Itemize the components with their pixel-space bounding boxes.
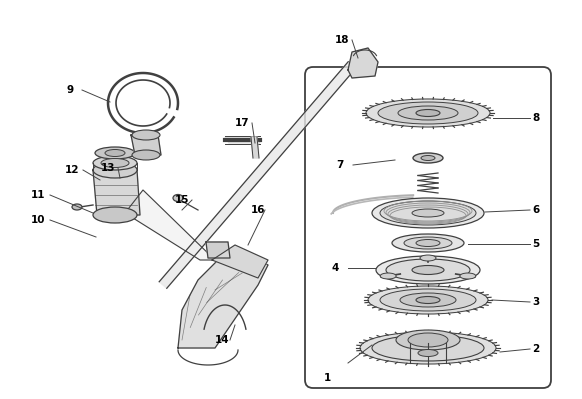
Ellipse shape	[416, 239, 440, 247]
Ellipse shape	[101, 158, 129, 168]
Text: 9: 9	[66, 85, 73, 95]
Text: 10: 10	[31, 215, 45, 225]
Ellipse shape	[376, 256, 480, 284]
Polygon shape	[131, 135, 161, 155]
FancyBboxPatch shape	[305, 67, 551, 388]
Ellipse shape	[396, 330, 460, 350]
Polygon shape	[225, 137, 260, 143]
Ellipse shape	[378, 102, 478, 124]
Ellipse shape	[392, 234, 464, 252]
Ellipse shape	[400, 293, 456, 307]
Ellipse shape	[412, 209, 444, 217]
Ellipse shape	[380, 289, 476, 311]
Text: 11: 11	[31, 190, 45, 200]
Ellipse shape	[416, 296, 440, 304]
Text: 18: 18	[335, 35, 349, 45]
Text: 2: 2	[533, 344, 540, 354]
Text: 5: 5	[533, 239, 540, 249]
Ellipse shape	[368, 286, 488, 314]
Ellipse shape	[421, 156, 435, 160]
Ellipse shape	[360, 332, 496, 364]
Ellipse shape	[418, 350, 438, 356]
Text: 14: 14	[215, 335, 229, 345]
Polygon shape	[125, 190, 215, 260]
Text: 4: 4	[331, 263, 339, 273]
Polygon shape	[212, 245, 268, 278]
Ellipse shape	[372, 335, 484, 361]
Ellipse shape	[420, 255, 436, 261]
Ellipse shape	[408, 333, 448, 347]
Text: 8: 8	[533, 113, 540, 123]
Ellipse shape	[366, 99, 490, 127]
Text: 15: 15	[175, 195, 189, 205]
Polygon shape	[368, 286, 488, 314]
Polygon shape	[178, 248, 268, 348]
Ellipse shape	[93, 207, 137, 223]
Text: 16: 16	[251, 205, 265, 215]
Ellipse shape	[372, 198, 484, 228]
Text: 6: 6	[533, 205, 540, 215]
Text: 17: 17	[235, 118, 249, 128]
Text: 12: 12	[65, 165, 79, 175]
Ellipse shape	[380, 201, 476, 225]
Ellipse shape	[380, 273, 396, 279]
Text: 13: 13	[101, 163, 115, 173]
Ellipse shape	[460, 273, 476, 279]
Ellipse shape	[105, 150, 125, 156]
Ellipse shape	[72, 204, 82, 210]
Polygon shape	[93, 170, 140, 215]
Ellipse shape	[93, 162, 137, 178]
Ellipse shape	[404, 237, 452, 249]
Polygon shape	[360, 332, 496, 364]
Ellipse shape	[132, 130, 160, 140]
Polygon shape	[206, 242, 230, 258]
Text: 3: 3	[533, 297, 540, 307]
Ellipse shape	[412, 265, 444, 275]
Ellipse shape	[398, 106, 458, 120]
Polygon shape	[251, 137, 259, 158]
Ellipse shape	[132, 150, 160, 160]
Ellipse shape	[413, 153, 443, 163]
Ellipse shape	[95, 147, 135, 159]
Polygon shape	[348, 48, 378, 78]
Text: 1: 1	[324, 373, 331, 383]
Ellipse shape	[93, 156, 137, 170]
Ellipse shape	[173, 194, 183, 201]
Ellipse shape	[416, 109, 440, 117]
Polygon shape	[366, 99, 490, 127]
Polygon shape	[159, 62, 356, 288]
Text: 7: 7	[336, 160, 344, 170]
Ellipse shape	[386, 259, 470, 281]
